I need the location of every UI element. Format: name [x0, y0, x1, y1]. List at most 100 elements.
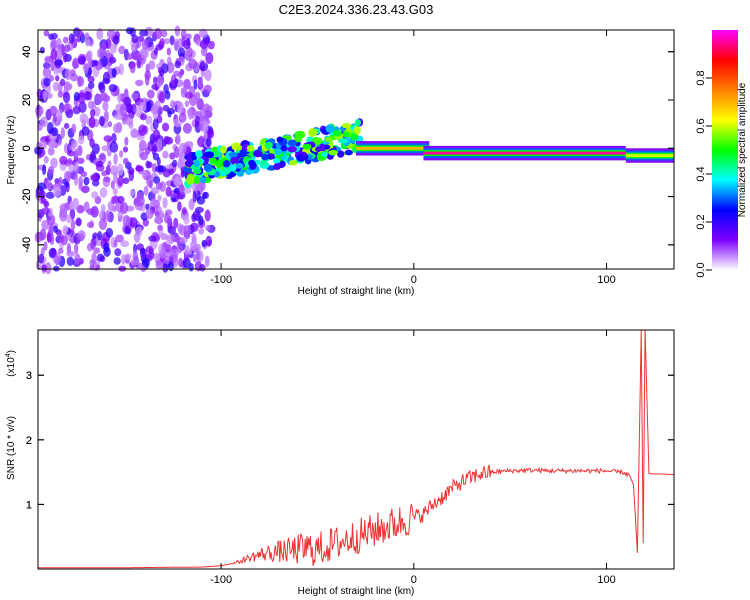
spectrogram-cell — [272, 157, 281, 164]
spectrogram-cell — [93, 59, 98, 67]
spectrogram-cell — [204, 69, 212, 82]
spectrogram-cell — [156, 75, 163, 88]
spectrogram-cell — [89, 138, 95, 148]
spectrogram-cell — [90, 174, 97, 181]
spectrogram-cell — [353, 126, 361, 135]
spectrogram-cell — [207, 40, 215, 50]
spectrogram-cell — [87, 81, 95, 90]
spectrogram-cell — [178, 71, 183, 79]
y-tick-label: 40 — [21, 46, 33, 58]
spectrogram-cell — [113, 171, 118, 184]
spectrogram-cell — [181, 206, 187, 215]
spectrogram-cell — [42, 90, 47, 101]
spectrogram-cell — [97, 230, 103, 241]
spectrogram-cell — [152, 129, 161, 142]
spectrogram-cell — [189, 240, 197, 250]
spectrogram-cell — [178, 142, 187, 154]
spectrogram-cell — [196, 98, 204, 111]
spectrogram-cell — [50, 157, 58, 169]
spectrogram-cell — [157, 224, 163, 231]
spectrogram-cell — [49, 224, 54, 232]
spectrogram-cell — [106, 29, 116, 39]
spectrogram-cell — [239, 149, 247, 158]
spectrogram-cell — [154, 28, 162, 40]
spectrogram-cell — [184, 100, 190, 107]
spectrogram-cell — [63, 103, 71, 112]
spectrogram-cell — [65, 108, 74, 119]
spectrogram-cell — [108, 84, 118, 92]
spectrogram-cell — [90, 238, 97, 250]
spectrogram-cell — [156, 206, 162, 213]
snr-background — [38, 330, 674, 569]
spectrogram-cell — [338, 138, 348, 144]
spectrogram-cell — [65, 171, 71, 183]
spectrogram-cell — [86, 221, 94, 228]
spectrogram-cell — [80, 171, 88, 178]
spectrogram-cell — [40, 195, 46, 204]
spectrogram-cell — [55, 75, 60, 82]
spectrogram-cell — [95, 160, 104, 168]
spectrogram-cell — [138, 124, 147, 136]
spectrogram-cell — [43, 241, 48, 251]
spectrogram-cell — [150, 198, 156, 208]
spectrogram-cell — [153, 252, 161, 261]
spectrogram-cell — [115, 234, 124, 243]
spectrogram-band-core — [356, 146, 430, 150]
spectrogram-cell — [131, 92, 139, 100]
spectrogram-cell — [53, 225, 59, 233]
spectrogram-cell — [173, 177, 180, 186]
colorbar-tick-label: 0.2 — [695, 214, 707, 229]
y-tick-label: 20 — [21, 94, 33, 106]
spectrogram-cell — [167, 226, 177, 235]
spectrogram-cell — [108, 56, 117, 64]
y-tick-label: -20 — [21, 189, 33, 205]
spectrogram-cell — [81, 185, 90, 194]
spectrogram-cell — [163, 136, 171, 145]
spectrogram-cell — [146, 161, 153, 169]
spectrogram-cell — [60, 127, 66, 139]
spectrogram-cell — [74, 242, 79, 255]
x-tick-label: 100 — [597, 574, 615, 586]
spectrogram-cell — [174, 60, 182, 69]
spectrogram-cell — [160, 30, 168, 38]
spectrogram-cell — [84, 32, 90, 40]
spectrogram-cell — [113, 153, 118, 165]
spectrogram-cell — [146, 89, 155, 99]
spectrogram-cell — [319, 143, 326, 152]
spectrogram-cell — [341, 122, 352, 129]
spectrogram-cell — [41, 207, 50, 215]
y-tick-label: 3 — [26, 370, 32, 382]
spectrogram-cell — [113, 239, 118, 248]
spectrogram-cell — [96, 28, 104, 40]
spectrogram-cell — [205, 224, 211, 232]
spectrogram-cell — [118, 45, 126, 55]
spectrogram-cell — [219, 145, 227, 154]
snr-multiplier-label: (x104) — [5, 350, 17, 377]
spectrogram-cell — [87, 75, 95, 83]
spectrogram-cell — [71, 123, 77, 134]
spectrogram-cell — [203, 37, 210, 44]
spectrogram-cell — [93, 106, 101, 117]
spectrogram-cell — [49, 105, 58, 117]
spectrogram-cell — [288, 160, 298, 166]
spectrogram-cell — [280, 145, 288, 152]
spectrogram-cell — [58, 233, 65, 243]
spectrogram-cell — [199, 60, 205, 72]
spectrogram-cell — [324, 136, 334, 143]
spectrogram-cell — [124, 253, 132, 260]
x-tick-label: 0 — [411, 574, 417, 586]
spectrogram-cell — [66, 242, 71, 255]
spectrogram-cell — [89, 108, 96, 118]
spectrogram-cell — [85, 37, 90, 47]
spectrogram-cell — [111, 132, 117, 144]
spectrogram-cell — [123, 96, 132, 107]
spectrogram-cell — [97, 47, 105, 59]
spectrogram-cell — [161, 63, 169, 74]
spectrogram-cell — [113, 113, 123, 120]
spectrogram-cell — [287, 145, 297, 153]
spectrogram-cell — [78, 176, 83, 187]
spectrogram-cell — [299, 154, 309, 161]
spectrogram-cell — [273, 163, 281, 170]
spectrogram-marks — [34, 25, 674, 275]
snr-y-axis-label: SNR (10 * v/v) — [6, 416, 17, 480]
